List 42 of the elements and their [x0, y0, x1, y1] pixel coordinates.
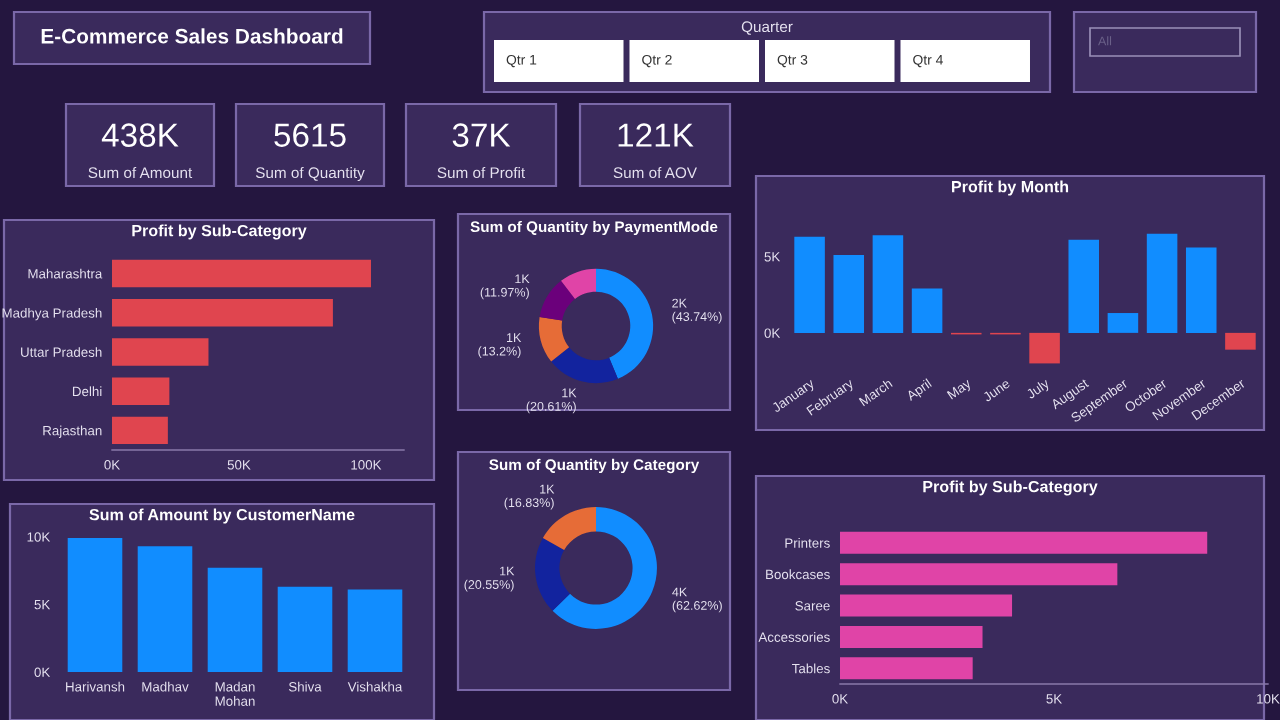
bar	[1029, 332, 1060, 364]
chart-title: Profit by Month	[952, 180, 1069, 196]
bar	[1185, 247, 1217, 333]
bar	[1068, 239, 1100, 333]
bar	[840, 563, 1118, 586]
text: 121K	[618, 123, 694, 147]
bar	[112, 259, 371, 288]
text: 37K	[452, 123, 511, 147]
chart-title: Profit by Sub-Category	[923, 480, 1098, 496]
bar	[112, 377, 170, 405]
bar	[137, 546, 193, 672]
donut-slice	[551, 347, 618, 384]
bar	[112, 338, 209, 366]
donut-slice	[542, 507, 596, 551]
bar	[794, 236, 825, 333]
donut-slice	[596, 268, 654, 379]
donut-slice	[538, 316, 570, 362]
text: E-Commerce Sales Dashboard	[41, 28, 343, 44]
text: 5615	[274, 123, 346, 147]
donut-slice	[561, 268, 596, 299]
bar	[911, 288, 943, 333]
bar	[840, 657, 973, 680]
bar	[1225, 332, 1256, 350]
bar	[277, 586, 333, 672]
donut-slice	[539, 280, 576, 321]
bar	[872, 235, 904, 333]
bar	[840, 625, 983, 648]
bar	[1146, 233, 1178, 333]
donut-slice	[552, 507, 657, 629]
bar	[112, 299, 333, 327]
bar	[112, 416, 168, 445]
bar	[833, 255, 865, 333]
donut-slice	[535, 538, 570, 611]
chart-title: Sum of Amount by CustomerName	[89, 508, 355, 524]
bar	[840, 594, 1013, 617]
bar	[207, 567, 263, 672]
text: 438K	[101, 123, 179, 147]
bar	[67, 538, 123, 672]
bar	[1107, 313, 1139, 333]
chart-title: Profit by Sub-Category	[132, 224, 307, 240]
bar	[347, 589, 403, 672]
bar	[840, 531, 1208, 554]
